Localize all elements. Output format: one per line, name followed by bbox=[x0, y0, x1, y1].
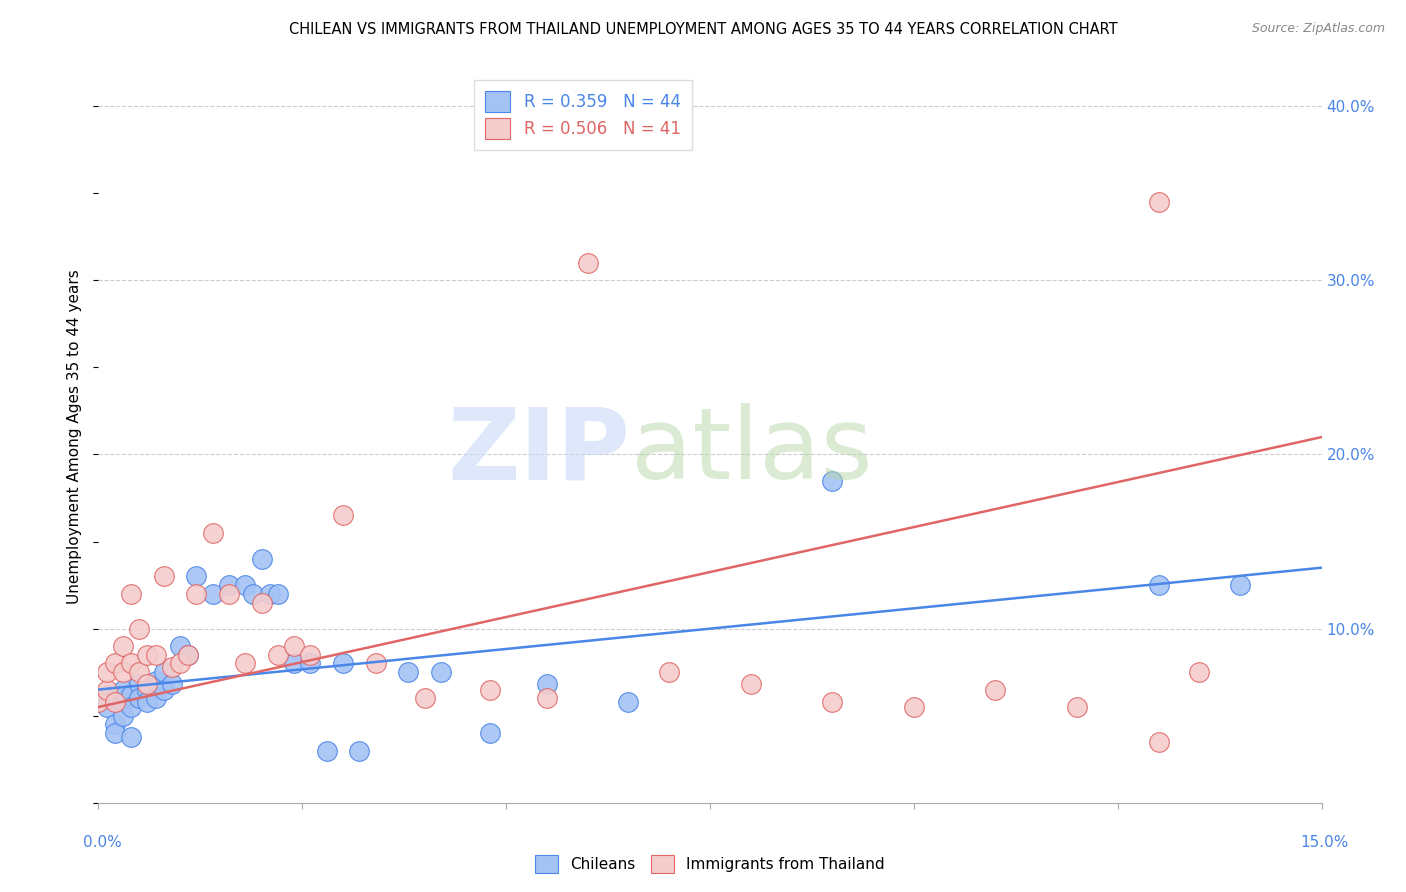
Point bbox=[104, 695, 127, 709]
Point bbox=[283, 639, 305, 653]
Point bbox=[186, 587, 208, 601]
Point bbox=[250, 595, 273, 609]
Point bbox=[128, 677, 150, 691]
Text: Source: ZipAtlas.com: Source: ZipAtlas.com bbox=[1251, 22, 1385, 36]
Point bbox=[160, 660, 183, 674]
Point bbox=[87, 695, 110, 709]
Point bbox=[120, 730, 142, 744]
Point bbox=[332, 657, 354, 671]
Point bbox=[1147, 578, 1170, 592]
Point bbox=[177, 648, 200, 662]
Point bbox=[349, 743, 371, 757]
Point bbox=[1229, 578, 1251, 592]
Point bbox=[299, 648, 322, 662]
Point bbox=[120, 587, 142, 601]
Point bbox=[120, 700, 142, 714]
Point bbox=[903, 700, 925, 714]
Point bbox=[128, 665, 150, 680]
Point bbox=[87, 695, 110, 709]
Point bbox=[128, 622, 150, 636]
Text: 0.0%: 0.0% bbox=[83, 836, 122, 850]
Point bbox=[120, 657, 142, 671]
Point bbox=[152, 569, 174, 583]
Point bbox=[169, 657, 191, 671]
Point bbox=[299, 657, 322, 671]
Point bbox=[145, 673, 167, 688]
Point bbox=[364, 657, 387, 671]
Point bbox=[128, 691, 150, 706]
Point bbox=[267, 648, 290, 662]
Text: CHILEAN VS IMMIGRANTS FROM THAILAND UNEMPLOYMENT AMONG AGES 35 TO 44 YEARS CORRE: CHILEAN VS IMMIGRANTS FROM THAILAND UNEM… bbox=[288, 22, 1118, 37]
Point bbox=[96, 665, 118, 680]
Point bbox=[169, 639, 191, 653]
Point bbox=[430, 665, 453, 680]
Point bbox=[984, 682, 1007, 697]
Point bbox=[267, 587, 290, 601]
Point bbox=[536, 691, 558, 706]
Point bbox=[233, 578, 256, 592]
Point bbox=[160, 677, 183, 691]
Point bbox=[218, 587, 240, 601]
Point bbox=[186, 569, 208, 583]
Point bbox=[218, 578, 240, 592]
Point bbox=[413, 691, 436, 706]
Point bbox=[740, 677, 762, 691]
Point bbox=[617, 695, 640, 709]
Point bbox=[145, 648, 167, 662]
Point bbox=[478, 726, 501, 740]
Point bbox=[242, 587, 264, 601]
Point bbox=[136, 648, 159, 662]
Point bbox=[120, 688, 142, 702]
Point bbox=[152, 665, 174, 680]
Point bbox=[315, 743, 337, 757]
Point bbox=[96, 682, 118, 697]
Point bbox=[96, 700, 118, 714]
Point bbox=[96, 688, 118, 702]
Point bbox=[576, 256, 599, 270]
Point bbox=[136, 682, 159, 697]
Point bbox=[111, 695, 134, 709]
Y-axis label: Unemployment Among Ages 35 to 44 years: Unemployment Among Ages 35 to 44 years bbox=[67, 269, 83, 605]
Point bbox=[332, 508, 354, 523]
Point bbox=[259, 587, 281, 601]
Point bbox=[177, 648, 200, 662]
Text: 15.0%: 15.0% bbox=[1301, 836, 1348, 850]
Point bbox=[658, 665, 681, 680]
Point bbox=[111, 708, 134, 723]
Point bbox=[104, 717, 127, 731]
Point bbox=[821, 695, 844, 709]
Point bbox=[152, 682, 174, 697]
Point bbox=[104, 657, 127, 671]
Point bbox=[283, 657, 305, 671]
Point bbox=[821, 474, 844, 488]
Point bbox=[111, 682, 134, 697]
Point bbox=[1188, 665, 1211, 680]
Text: ZIP: ZIP bbox=[447, 403, 630, 500]
Point bbox=[478, 682, 501, 697]
Point bbox=[1147, 735, 1170, 749]
Point bbox=[201, 587, 224, 601]
Point bbox=[536, 677, 558, 691]
Point bbox=[1147, 194, 1170, 209]
Point bbox=[233, 657, 256, 671]
Text: atlas: atlas bbox=[630, 403, 872, 500]
Point bbox=[136, 677, 159, 691]
Point bbox=[250, 552, 273, 566]
Point bbox=[136, 695, 159, 709]
Point bbox=[111, 639, 134, 653]
Point bbox=[201, 525, 224, 540]
Point bbox=[104, 726, 127, 740]
Point bbox=[396, 665, 419, 680]
Point bbox=[104, 691, 127, 706]
Point bbox=[145, 691, 167, 706]
Point bbox=[1066, 700, 1088, 714]
Point bbox=[111, 665, 134, 680]
Legend: Chileans, Immigrants from Thailand: Chileans, Immigrants from Thailand bbox=[529, 848, 891, 880]
